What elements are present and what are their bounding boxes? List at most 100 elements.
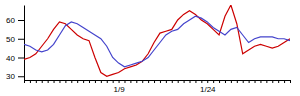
x-tick — [272, 80, 273, 83]
x-tick — [83, 80, 84, 83]
x-tick — [201, 80, 202, 83]
x-tick-mark — [36, 80, 37, 83]
y-tick-mark — [18, 76, 24, 77]
x-tick — [290, 80, 291, 83]
x-tick — [136, 80, 137, 83]
x-tick-mark — [42, 80, 43, 83]
x-tick — [101, 80, 102, 83]
x-tick — [243, 80, 244, 83]
x-tick-mark — [113, 80, 114, 83]
x-tick-mark — [71, 80, 72, 83]
x-tick-mark — [184, 80, 185, 83]
x-tick-mark — [154, 80, 155, 83]
x-tick — [59, 80, 60, 83]
x-tick-mark — [83, 80, 84, 83]
x-tick-mark — [77, 80, 78, 83]
x-tick-mark — [130, 80, 131, 83]
x-tick-mark — [207, 80, 208, 83]
x-tick — [213, 80, 214, 83]
x-tick-mark — [290, 80, 291, 83]
x-tick: 1/24 — [200, 80, 216, 94]
x-tick-mark — [225, 80, 226, 83]
x-tick — [89, 80, 90, 83]
x-tick — [48, 80, 49, 83]
plot: 30 40 50 60 1/9 1/24 — [6, 5, 290, 94]
x-tick-mark — [260, 80, 261, 83]
x-tick-mark — [142, 80, 143, 83]
x-tick-mark — [24, 80, 25, 83]
y-axis-line — [24, 6, 25, 81]
x-tick-mark — [124, 80, 125, 83]
y-tick: 30 — [6, 72, 24, 81]
x-tick — [130, 80, 131, 83]
x-tick — [124, 80, 125, 83]
x-tick-mark — [30, 80, 31, 83]
x-tick — [249, 80, 250, 83]
x-tick-mark — [237, 80, 238, 83]
x-tick-mark — [107, 80, 108, 83]
x-tick — [166, 80, 167, 83]
x-tick — [42, 80, 43, 83]
x-tick-mark — [172, 80, 173, 83]
y-tick: 40 — [6, 54, 24, 63]
x-tick — [278, 80, 279, 83]
y-tick-label: 60 — [6, 16, 15, 25]
x-tick: 1/9 — [114, 80, 126, 94]
series-line — [24, 5, 290, 76]
x-tick-mark — [284, 80, 285, 83]
series-line — [24, 16, 290, 67]
y-tick-mark — [18, 39, 24, 40]
x-tick — [54, 80, 55, 83]
y-tick: 60 — [6, 16, 24, 25]
x-tick — [255, 80, 256, 83]
y-tick-mark — [18, 58, 24, 59]
x-tick-mark — [190, 80, 191, 83]
x-axis: 1/9 1/24 — [25, 80, 291, 94]
x-tick-mark — [166, 80, 167, 83]
x-tick — [148, 80, 149, 83]
x-tick-mark — [160, 80, 161, 83]
x-tick-mark — [243, 80, 244, 83]
x-tick — [219, 80, 220, 83]
x-tick-mark — [278, 80, 279, 83]
y-tick-label: 40 — [6, 54, 15, 63]
x-tick — [260, 80, 261, 83]
x-tick-mark — [231, 80, 232, 83]
x-tick — [107, 80, 108, 83]
x-tick-mark — [119, 80, 120, 83]
x-tick — [71, 80, 72, 83]
x-tick — [30, 80, 31, 83]
x-tick — [172, 80, 173, 83]
x-tick — [190, 80, 191, 83]
x-tick-mark — [59, 80, 60, 83]
x-tick — [142, 80, 143, 83]
x-tick — [77, 80, 78, 83]
x-tick-mark — [48, 80, 49, 83]
x-tick-mark — [255, 80, 256, 83]
x-tick-mark — [136, 80, 137, 83]
y-axis: 30 40 50 60 — [6, 6, 24, 82]
x-tick-mark — [272, 80, 273, 83]
x-tick — [95, 80, 96, 83]
x-tick — [231, 80, 232, 83]
x-tick-mark — [65, 80, 66, 83]
x-tick — [160, 80, 161, 83]
x-tick — [266, 80, 267, 83]
x-tick — [237, 80, 238, 83]
x-tick-mark — [213, 80, 214, 83]
x-tick-mark — [101, 80, 102, 83]
x-tick-label: 1/9 — [114, 85, 126, 94]
chart: 30 40 50 60 1/9 1/24 — [0, 0, 300, 96]
x-tick — [178, 80, 179, 83]
x-tick-mark — [89, 80, 90, 83]
x-tick-mark — [201, 80, 202, 83]
y-tick-mark — [18, 20, 24, 21]
x-tick-mark — [95, 80, 96, 83]
x-tick — [225, 80, 226, 83]
x-tick — [154, 80, 155, 83]
x-tick-mark — [148, 80, 149, 83]
x-axis-line — [25, 81, 291, 84]
x-tick — [24, 80, 25, 83]
y-tick-label: 30 — [6, 72, 15, 81]
y-tick-label: 50 — [6, 35, 15, 44]
